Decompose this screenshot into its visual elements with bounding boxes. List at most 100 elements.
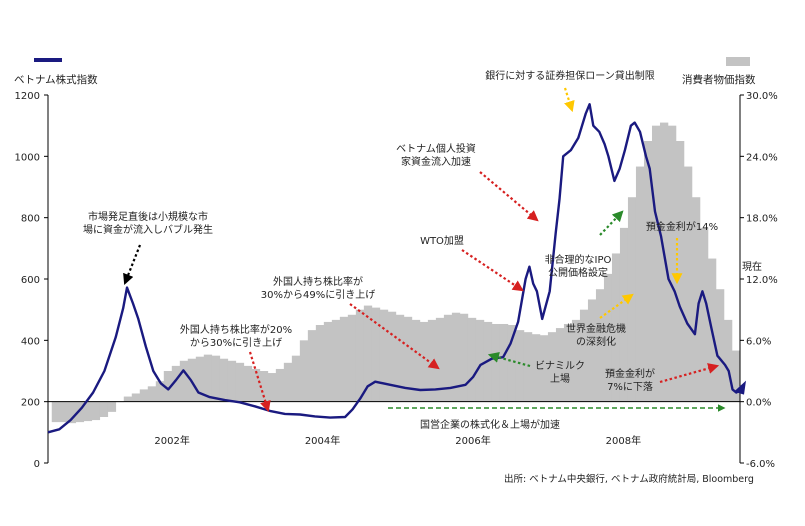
cpi-bar [179,360,189,402]
arrow-bimil [487,352,531,368]
cpi-bar [675,141,685,402]
left-tick-label: 400 [21,336,40,347]
cpi-bar [195,356,205,402]
cpi-bar [107,401,117,412]
axes: 0 200 400 600 800 1000 1200 -6.0% 0.0% 6.0% 12.0% 1… [15,91,778,470]
arrow-wto [461,249,524,292]
arrow-individual [479,171,539,222]
index-line [47,102,741,434]
cpi-bar [123,396,133,402]
cpi-bar [683,166,693,402]
cpi-bar [323,321,333,402]
cpi-bar [435,317,445,402]
right-tick-label: 0.0% [746,398,771,409]
cpi-bar [531,334,541,402]
cpi-bar [595,289,605,402]
cpi-bar [643,141,653,402]
cpi-bar [715,289,725,402]
annotation-rate7: 預金金利が 7%に下落 [605,367,655,393]
left-tick-label: 0 [34,459,40,470]
cpi-bar [283,362,293,402]
cpi-bar [459,313,469,402]
cpi-bar [139,389,149,402]
left-tick-label: 800 [21,214,40,225]
arrow-bank-limit [563,87,575,113]
annotation-line: ベトナム個人投資 [396,142,476,155]
legend-line-swatch [34,58,62,62]
cpi-bar [339,316,349,402]
cpi-bar [491,323,501,402]
cpi-bar [403,316,413,402]
annotation-line: 7%に下落 [607,381,653,393]
cpi-bar [347,314,357,402]
cpi-bar [355,309,365,402]
cpi-bar [387,311,397,402]
cpi-bar [67,401,77,424]
left-tick-label: 200 [21,398,40,409]
left-tick-label: 600 [21,275,40,286]
cpi-bar [211,355,221,402]
annotation-line: の深刻化 [576,335,616,348]
cpi-bar [539,335,549,402]
cpi-bar [275,368,285,402]
cpi-bar [171,365,181,402]
cpi-bar [723,319,733,402]
cpi-bar [515,330,525,402]
annotation-rate14: 預金金利が14% [646,220,718,233]
annotation-line: 市場発足直後は小規模な市 [88,210,208,223]
cpi-bar [203,354,213,402]
cpi-bar [691,197,701,402]
right-tick-label: 24.0% [746,152,778,163]
cpi-bar [251,368,261,402]
cpi-bar [291,355,301,402]
annotation-line: 預金金利が14% [646,220,718,233]
cpi-bar [499,323,509,402]
annotation-line: 30%から49%に引き上げ [261,289,375,301]
cpi-bar [267,373,277,402]
annotation-line: 外国人持ち株比率が [273,275,363,288]
cpi-bar [651,125,661,402]
cpi-bar [219,358,229,402]
legend-right-label: 消費者物価指数 [682,73,756,86]
cpi-bar [667,125,677,402]
left-tick-label: 1200 [15,91,40,102]
cpi-bar [732,350,741,402]
right-tick-label: 6.0% [746,336,771,347]
cpi-bar [155,381,165,402]
x-tick-label: 2002年 [154,434,189,447]
arrow-market-start [123,244,142,286]
cpi-bar [699,227,709,402]
arrow-crisis [599,293,634,319]
source-note: 出所: ベトナム中央銀行, ベトナム政府統計局, Bloomberg [504,473,754,485]
cpi-bar [563,323,573,402]
cpi-bar [307,330,317,402]
cpi-bar [163,371,173,402]
cpi-bar [235,362,245,402]
cpi-bar [227,360,237,402]
annotation-line: から30%に引き上げ [190,337,282,349]
cpi-bar [603,273,613,402]
x-tick-label: 2006年 [455,434,490,447]
cpi-bar [523,332,533,402]
x-tick-label: 2008年 [606,434,641,447]
annotation-line: 家資金流入加速 [401,155,471,168]
cpi-bar [91,401,101,421]
annotation-foreign-20: 外国人持ち株比率が20%から30%に引き上げ [180,323,292,349]
cpi-bar [659,122,669,402]
annotation-line: 非合理的なIPO [545,253,612,266]
right-tick-label: 12.0% [746,275,778,286]
annotation-wto: WTO加盟 [420,235,464,247]
cpi-bar [451,312,461,402]
cpi-bar [131,393,141,402]
cpi-bar [147,386,157,402]
left-tick-label: 1000 [15,152,40,163]
annotation-individual: ベトナム個人投資家資金流入加速 [396,142,476,168]
cpi-bars [51,122,741,424]
cpi-bar [331,319,341,402]
legend-bar-swatch [726,57,750,66]
annotation-line: 国営企業の株式化＆上場が加速 [420,418,560,431]
cpi-bar [635,166,645,402]
index-line-group [47,102,746,434]
annotation-line: 現在 [742,261,762,273]
